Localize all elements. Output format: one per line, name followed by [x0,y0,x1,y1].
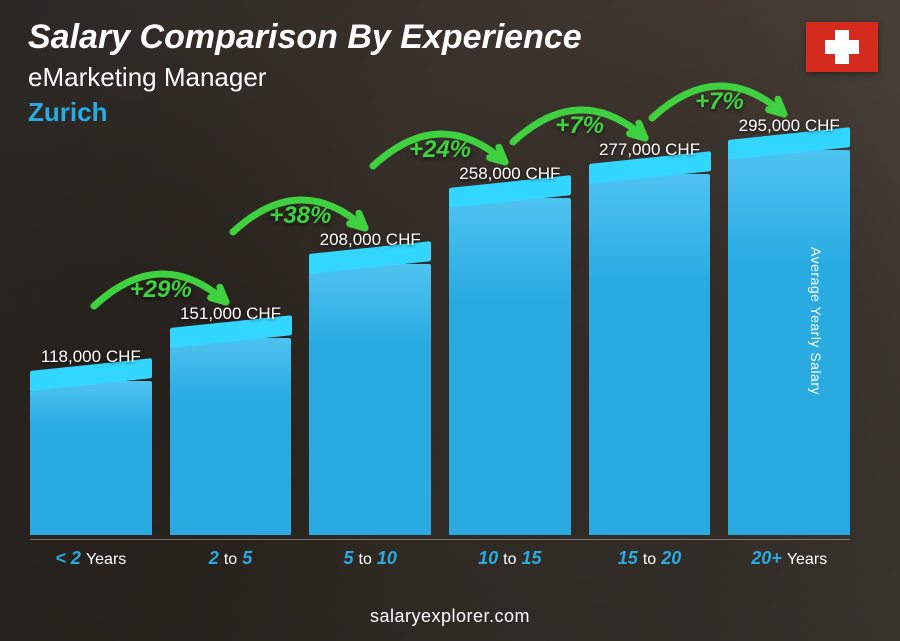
page-title: Salary Comparison By Experience [28,20,872,56]
footer-source: salaryexplorer.com [0,606,900,627]
bars-container: 118,000 CHF151,000 CHF208,000 CHF258,000… [30,150,850,535]
bar-wrap: 277,000 CHF [589,174,711,536]
bar: 295,000 CHF [728,150,850,535]
bar: 277,000 CHF [589,174,711,536]
x-axis-label: 5 to 10 [309,540,431,571]
x-axis-label: 10 to 15 [449,540,571,571]
bar-chart: 118,000 CHF151,000 CHF208,000 CHF258,000… [30,150,850,571]
header: Salary Comparison By Experience eMarketi… [28,20,872,128]
x-axis-label: 20+ Years [728,540,850,571]
bar-wrap: 295,000 CHF [728,150,850,535]
bar-wrap: 208,000 CHF [309,264,431,535]
bar-wrap: 151,000 CHF [170,338,292,535]
y-axis-label: Average Yearly Salary [808,247,824,395]
switzerland-flag-icon [806,22,878,72]
x-axis: < 2 Years 2 to 5 5 to 10 10 to 15 15 to 20 20… [30,539,850,571]
bar-value-label: 295,000 CHF [668,116,900,136]
bar: 118,000 CHF [30,381,152,535]
bar-wrap: 258,000 CHF [449,198,571,535]
bar-wrap: 118,000 CHF [30,381,152,535]
x-axis-label: < 2 Years [30,540,152,571]
job-title: eMarketing Manager [28,62,872,93]
x-axis-label: 15 to 20 [589,540,711,571]
bar: 208,000 CHF [309,264,431,535]
bar: 258,000 CHF [449,198,571,535]
flag-cross-horizontal [825,40,859,54]
x-axis-label: 2 to 5 [170,540,292,571]
bar: 151,000 CHF [170,338,292,535]
